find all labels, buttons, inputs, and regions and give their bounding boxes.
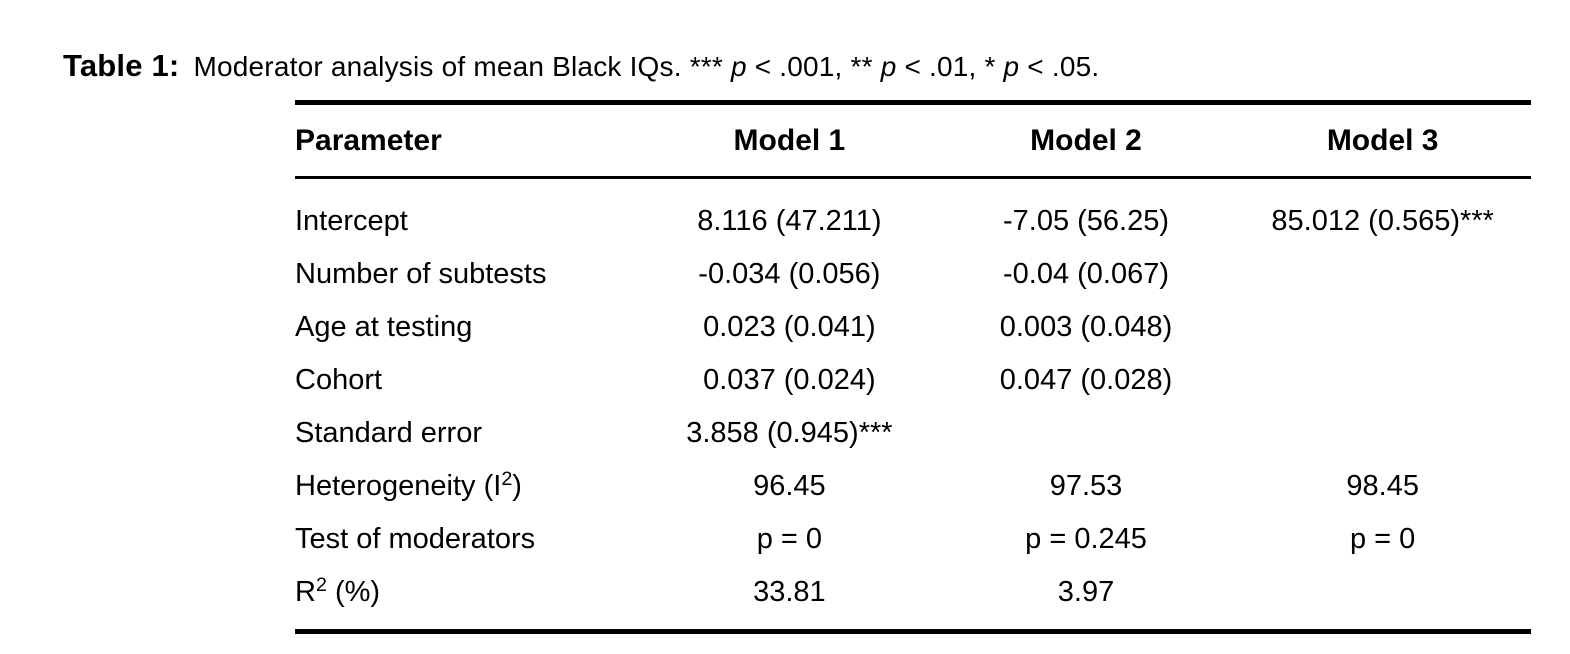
table-row-r-squared: R2 (%) 33.81 3.97 — [295, 566, 1531, 632]
table-cell: 0.047 (0.028) — [999, 364, 1173, 396]
row-label: Age at testing — [295, 311, 473, 343]
table-cell: 98.45 — [1346, 470, 1419, 502]
row-label-rest: (%) — [326, 576, 381, 608]
row-label-base: R — [295, 576, 316, 608]
row-label: Cohort — [295, 364, 383, 396]
row-label: Test of moderators — [295, 523, 536, 555]
table-cell: p = 0.245 — [1025, 523, 1147, 555]
row-label: R2 (%) — [295, 566, 641, 632]
caption-p-symbol: p — [730, 51, 747, 82]
row-label-superscript: 2 — [315, 574, 327, 597]
column-header-model1: Model 1 — [641, 102, 938, 179]
table-cell — [1234, 566, 1531, 632]
table-cell: 97.53 — [1049, 470, 1123, 502]
table-row-cohort: Cohort 0.037 (0.024) 0.047 (0.028) — [295, 354, 1531, 407]
table-cell: 3.97 — [1057, 576, 1115, 608]
caption-text-part: < .05. — [1019, 51, 1100, 82]
table-cell: 8.116 (47.211) — [697, 205, 882, 237]
table-cell: 96.45 — [753, 470, 826, 502]
row-label-base: Heterogeneity (I — [295, 470, 502, 502]
row-label-rest: ) — [512, 470, 522, 502]
caption-text-part: Moderator analysis of mean Black IQs. **… — [193, 51, 731, 82]
table-row-test-of-moderators: Test of moderators p = 0 p = 0.245 p = 0 — [295, 513, 1531, 566]
caption-text-part: < .01, * — [896, 51, 1004, 82]
table-cell: 0.023 (0.041) — [703, 311, 876, 343]
table-row-age-at-testing: Age at testing 0.023 (0.041) 0.003 (0.04… — [295, 301, 1531, 354]
table-cell: p = 0 — [1350, 523, 1416, 555]
caption-p-symbol: p — [880, 51, 897, 82]
table-caption-label: Table 1: — [63, 48, 180, 83]
table-cell — [938, 407, 1235, 460]
row-label: Number of subtests — [295, 258, 547, 290]
row-label: Heterogeneity (I2) — [295, 460, 641, 513]
table-cell — [1234, 248, 1531, 301]
table-row-number-of-subtests: Number of subtests -0.034 (0.056) -0.04 … — [295, 248, 1531, 301]
column-header-model2: Model 2 — [937, 102, 1235, 179]
table-cell: p = 0 — [756, 523, 823, 555]
table-cell — [1234, 354, 1531, 407]
table-cell: 85.012 (0.565)*** — [1271, 205, 1494, 237]
table-cell: 33.81 — [753, 576, 826, 608]
header-row: Parameter Model 1 Model 2 Model 3 — [295, 102, 1531, 179]
column-header-parameter: Parameter — [295, 102, 642, 179]
table-cell: 0.037 (0.024) — [703, 364, 876, 396]
table-cell: 0.003 (0.048) — [999, 311, 1173, 343]
caption-p-symbol: p — [1003, 51, 1020, 82]
caption-text-part: < .001, ** — [746, 51, 881, 82]
row-label: Standard error — [295, 417, 482, 449]
table-cell — [1234, 301, 1531, 354]
table-cell — [1234, 407, 1531, 460]
table-row-standard-error: Standard error 3.858 (0.945)*** — [295, 407, 1531, 460]
table-row-heterogeneity: Heterogeneity (I2) 96.45 97.53 98.45 — [295, 460, 1531, 513]
table-caption: Table 1: Moderator analysis of mean Black… — [63, 48, 1099, 84]
row-label: Intercept — [295, 205, 408, 237]
table-cell: -7.05 (56.25) — [1002, 205, 1170, 237]
moderator-analysis-table: Parameter Model 1 Model 2 Model 3 Interc… — [295, 100, 1531, 634]
table-cell: 3.858 (0.945)*** — [686, 417, 893, 449]
table-cell: -0.034 (0.056) — [698, 258, 881, 290]
row-label-superscript: 2 — [501, 468, 513, 491]
table-cell: -0.04 (0.067) — [1002, 258, 1170, 290]
column-header-model3: Model 3 — [1234, 102, 1531, 179]
table-row-intercept: Intercept 8.116 (47.211) -7.05 (56.25) 8… — [295, 178, 1531, 249]
